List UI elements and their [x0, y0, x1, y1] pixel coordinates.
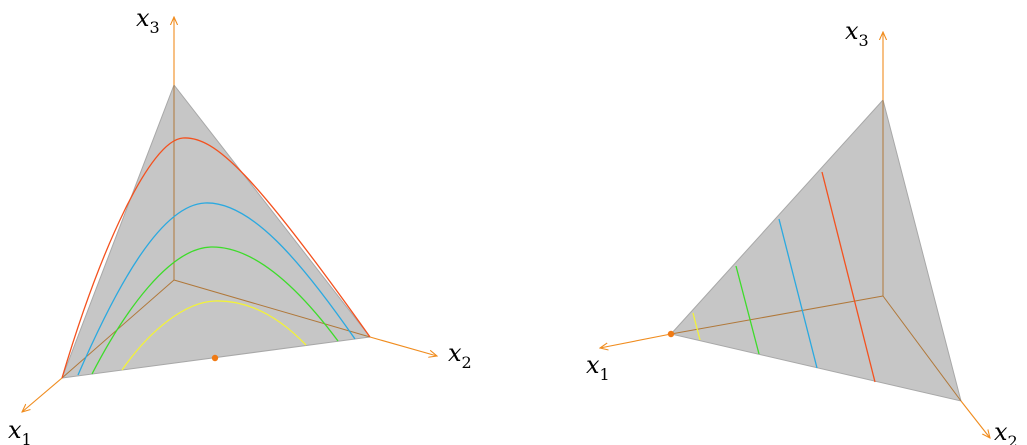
left-point — [211, 354, 219, 362]
right-hidden-axes — [670, 100, 962, 402]
left-panel: x3 x1 x2 — [8, 4, 472, 445]
right-axis-x1 — [600, 333, 672, 348]
left-axis-x1 — [22, 377, 63, 412]
left-axis-x2 — [369, 336, 437, 356]
right-line-red — [821, 171, 876, 383]
right-label-x2: x2 — [994, 418, 1018, 445]
left-label-x1: x1 — [8, 416, 32, 445]
right-label-x1: x1 — [586, 351, 610, 384]
right-line-green — [735, 265, 760, 355]
right-label-x3: x3 — [845, 17, 869, 50]
right-axis-x2 — [960, 400, 990, 438]
right-point — [667, 330, 675, 338]
right-axes — [600, 32, 990, 438]
left-axes — [22, 17, 437, 412]
left-simplex-face — [61, 83, 371, 379]
right-panel: x3 x1 x2 — [586, 17, 1018, 445]
left-curve-red — [61, 137, 371, 379]
right-line-yellow — [692, 312, 701, 341]
left-curve-yellow — [121, 300, 307, 371]
left-curve-green — [91, 246, 339, 375]
left-label-x2: x2 — [448, 339, 472, 372]
right-simplex-face — [670, 98, 962, 402]
right-line-blue — [778, 218, 818, 369]
left-curve-blue — [77, 202, 356, 376]
left-label-x3: x3 — [136, 4, 160, 37]
